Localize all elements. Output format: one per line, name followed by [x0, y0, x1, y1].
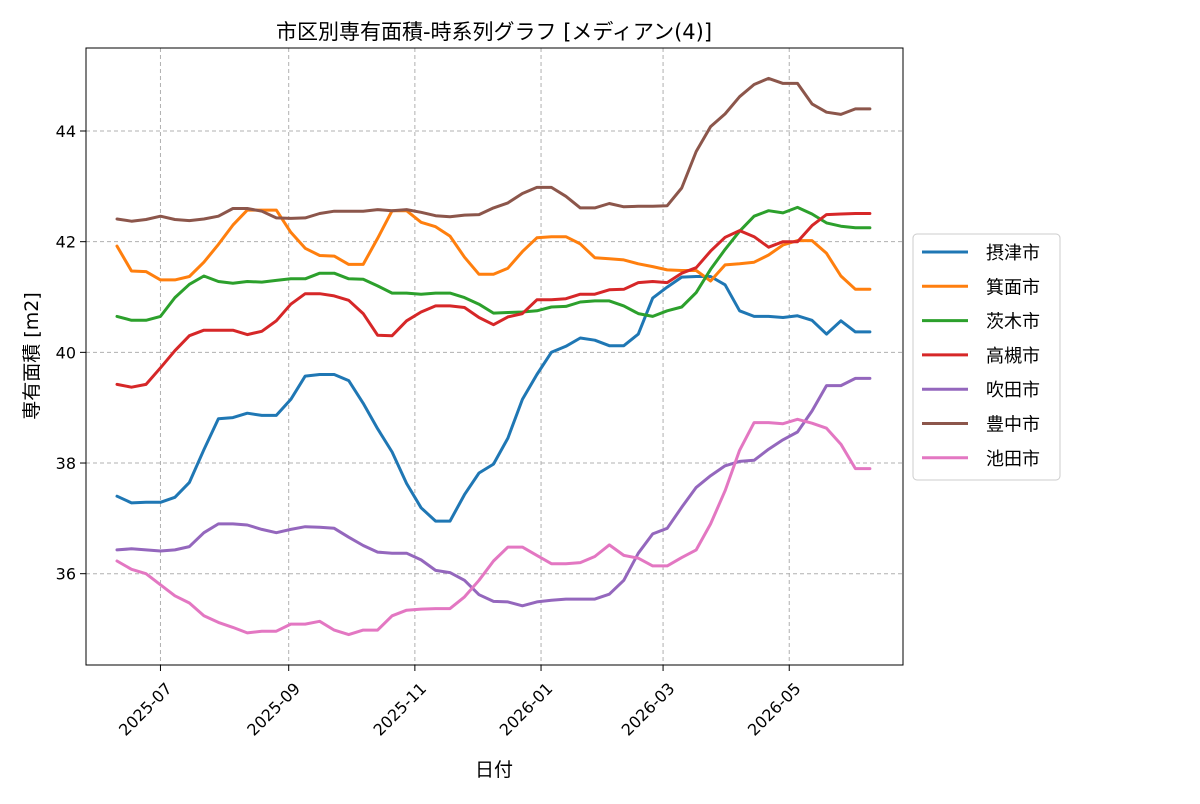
legend-label: 吹田市 — [986, 380, 1040, 401]
x-tick-label: 2025-09 — [243, 679, 304, 740]
x-axis-title: 日付 — [475, 759, 513, 781]
y-tick-label: 36 — [56, 565, 76, 584]
series-line-2 — [115, 205, 872, 322]
x-tick-label: 2025-11 — [369, 679, 430, 740]
y-axis-ticks: 36 38 40 42 44 — [56, 122, 86, 584]
legend-label: 高槻市 — [986, 346, 1040, 367]
y-tick-label: 40 — [56, 343, 76, 362]
series-lines — [115, 76, 872, 637]
legend-label: 摂津市 — [986, 243, 1040, 264]
chart-title: 市区別専有面積-時系列グラフ [メディアン(4)] — [276, 20, 712, 44]
plot-area-frame — [85, 47, 904, 666]
legend-label: 箕面市 — [986, 277, 1040, 298]
grid-lines — [86, 48, 903, 665]
legend-frame — [912, 233, 1061, 481]
series-line-6 — [115, 417, 872, 637]
series-line-1 — [115, 208, 872, 291]
legend-label: 茨木市 — [986, 312, 1040, 333]
series-line-3 — [115, 212, 872, 389]
series-line-5 — [115, 76, 872, 223]
y-axis-title: 専有面積 [m2] — [21, 292, 43, 419]
y-tick-label: 44 — [56, 122, 76, 141]
x-tick-label: 2025-07 — [115, 679, 176, 740]
x-tick-label: 2026-01 — [496, 679, 557, 740]
series-line-4 — [115, 376, 872, 608]
x-tick-label: 2026-03 — [618, 679, 679, 740]
x-axis-ticks: 2025-07 2025-09 2025-11 2026-01 2026-03 2026-… — [115, 665, 805, 740]
x-tick-label: 2026-05 — [744, 679, 805, 740]
series-line-0 — [115, 275, 872, 523]
legend-label: 豊中市 — [986, 415, 1040, 436]
legend-label: 池田市 — [986, 449, 1040, 470]
y-tick-label: 38 — [56, 454, 76, 473]
y-tick-label: 42 — [56, 233, 76, 252]
